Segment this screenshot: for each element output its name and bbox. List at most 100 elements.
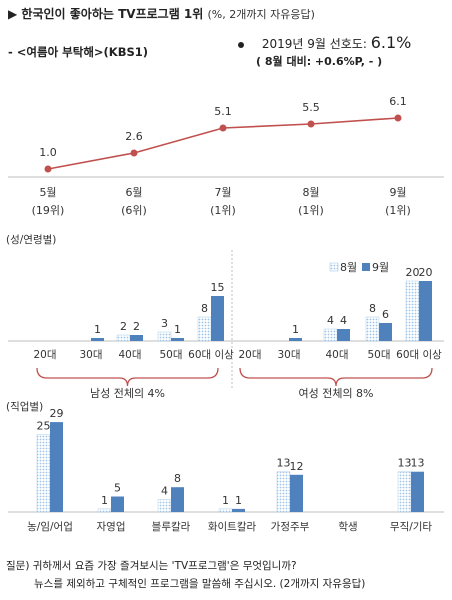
sex-age-x-tick-label: 50대 <box>367 349 390 361</box>
bar-value-label: 29 <box>50 407 64 420</box>
line-x-tick-label: 6월 <box>125 186 142 199</box>
bar-sep <box>50 422 63 512</box>
bar-value-label: 4 <box>327 314 334 327</box>
preference-summary: 2019년 9월 선호도: 6.1% <box>238 33 411 52</box>
bar-sep <box>111 496 124 512</box>
preference-change: ( 8월 대비: +0.6%P, - ) <box>256 55 383 68</box>
bar-value-label: 1 <box>94 323 101 336</box>
bar-sep <box>91 338 104 341</box>
line-rank-label: (1위) <box>210 204 236 217</box>
sex-age-x-tick-label: 40대 <box>325 349 348 361</box>
legend-swatch-sep <box>362 263 370 271</box>
line-point <box>394 114 402 122</box>
bar-value-label: 2 <box>133 320 140 333</box>
bar-aug <box>218 508 233 513</box>
sex-age-x-tick-label: 50대 <box>159 349 182 361</box>
line-value-label: 5.1 <box>214 105 232 118</box>
sex-age-x-tick-label: 40대 <box>118 349 141 361</box>
survey-question: 질문) 귀하께서 요즘 가장 즐겨보시는 'TV프로그램'은 무엇입니까? 뉴스… <box>6 557 365 593</box>
bar-value-label: 1 <box>174 323 181 336</box>
line-x-tick-label: 8월 <box>302 186 319 199</box>
line-point <box>219 124 227 132</box>
bar-value-label: 8 <box>369 302 376 315</box>
bullet-icon <box>238 41 244 48</box>
program-name: - <여름아 부탁해>(KBS1) <box>8 45 149 59</box>
sex-age-x-tick-label: 20대 <box>238 349 261 361</box>
bar-aug <box>365 316 380 342</box>
bar-aug <box>197 316 212 342</box>
line-value-label: 2.6 <box>125 130 143 143</box>
line-value-label: 1.0 <box>39 146 57 159</box>
bar-aug <box>157 499 172 513</box>
line-rank-label: (19위) <box>32 204 65 217</box>
legend-label-aug: 8월 <box>340 261 357 274</box>
bar-sep <box>419 281 432 341</box>
bar-aug <box>323 328 338 342</box>
bar-sep <box>411 471 424 512</box>
legend-label-sep: 9월 <box>372 261 389 274</box>
title-marker-icon: ▶ <box>8 7 18 21</box>
bar-value-label: 8 <box>201 302 208 315</box>
bar-aug <box>36 434 51 513</box>
bar-sep <box>289 338 302 341</box>
bar-value-label: 3 <box>161 317 168 330</box>
sex-age-x-tick-label: 30대 <box>79 349 102 361</box>
bar-value-label: 1 <box>292 323 299 336</box>
line-x-tick-label: 7월 <box>214 186 231 199</box>
bar-value-label: 1 <box>222 494 229 507</box>
question-line-1: 질문) 귀하께서 요즘 가장 즐겨보시는 'TV프로그램'은 무엇입니까? <box>6 560 297 572</box>
occupation-x-tick-label: 화이트칼라 <box>208 520 257 533</box>
bar-value-label: 2 <box>120 320 127 333</box>
bar-value-label: 5 <box>114 482 121 495</box>
legend-swatch-aug <box>329 262 339 272</box>
question-line-2: 뉴스를 제외하고 구체적인 프로그램을 말씀해 주십시오. (2개까지 자유응답… <box>34 578 366 590</box>
line-rank-label: (1위) <box>298 204 324 217</box>
line-point <box>130 149 138 157</box>
bar-sep <box>171 487 184 512</box>
bar-value-label: 4 <box>340 314 347 327</box>
group-total-label: 남성 전체의 4% <box>90 387 165 400</box>
bar-value-label: 15 <box>211 281 225 294</box>
line-x-tick-label: 5월 <box>39 186 56 199</box>
bar-aug <box>405 280 420 342</box>
line-value-label: 6.1 <box>389 95 407 108</box>
line-value-label: 5.5 <box>302 101 320 114</box>
preference-label: 2019년 9월 선호도: <box>261 37 367 51</box>
bar-sep <box>232 508 245 512</box>
occupation-x-tick-label: 자영업 <box>97 520 126 533</box>
bar-value-label: 1 <box>235 494 242 507</box>
bar-value-label: 20 <box>419 266 433 279</box>
title-text: 한국인이 좋아하는 TV프로그램 1위 <box>21 7 204 21</box>
occupation-x-tick-label: 학생 <box>338 521 357 533</box>
bar-value-label: 25 <box>37 420 51 433</box>
sex-age-x-tick-label: 30대 <box>277 349 300 361</box>
bar-sep <box>171 338 184 341</box>
bar-value-label: 1 <box>101 494 108 507</box>
sex-age-x-tick-label: 20대 <box>33 349 56 361</box>
bar-aug <box>276 471 291 513</box>
bar-value-label: 13 <box>277 457 291 470</box>
bar-sep <box>290 474 303 512</box>
bar-sep <box>211 296 224 341</box>
sex-age-x-tick-label: 60대 이상 <box>188 349 234 361</box>
bar-value-label: 6 <box>382 308 389 321</box>
section-label-sex-age: (성/연령별) <box>6 234 56 246</box>
sex-age-x-tick-label: 60대 이상 <box>396 349 442 361</box>
chart-title: ▶ 한국인이 좋아하는 TV프로그램 1위 (%, 2개까지 자유응답) <box>8 5 315 22</box>
line-point <box>44 165 52 173</box>
occupation-x-tick-label: 무직/기타 <box>390 521 433 533</box>
occupation-x-tick-label: 블루칼라 <box>152 520 191 533</box>
bar-value-label: 13 <box>411 457 425 470</box>
group-brace <box>239 367 433 387</box>
line-point <box>307 120 315 128</box>
bar-aug <box>157 331 172 342</box>
bar-aug <box>97 508 112 513</box>
bar-sep <box>130 335 143 341</box>
line-x-tick-label: 9월 <box>389 186 406 199</box>
bar-sep <box>379 323 392 341</box>
bar-value-label: 4 <box>161 485 168 498</box>
group-brace <box>36 367 219 387</box>
section-label-occupation: (직업별) <box>6 400 43 413</box>
bar-value-label: 12 <box>290 460 304 473</box>
